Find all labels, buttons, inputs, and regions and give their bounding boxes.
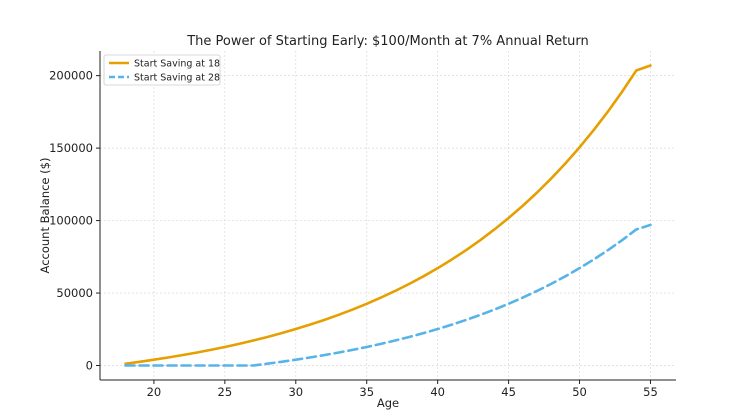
series-line-1: [124, 223, 652, 367]
series-lines: [124, 64, 652, 367]
axes: [96, 51, 676, 384]
legend-box: [103, 54, 221, 86]
chart-title: The Power of Starting Early: $100/Month …: [186, 34, 589, 49]
x-tick-label: 40: [430, 385, 445, 399]
tick-labels: 20 25 30 35 40 45 50 55 0 50000 100000 150000 200000: [49, 69, 658, 399]
legend: Start Saving at 18 Start Saving at 28: [103, 54, 221, 86]
x-tick-label: 45: [501, 385, 516, 399]
y-axis-title: Account Balance ($): [38, 158, 52, 274]
legend-label-start-18: Start Saving at 18: [134, 59, 220, 70]
y-tick-label: 200000: [49, 69, 93, 83]
legend-label-start-28: Start Saving at 28: [134, 73, 220, 84]
x-tick-label: 25: [218, 385, 233, 399]
y-tick-label: 0: [86, 359, 93, 373]
x-tick-label: 30: [288, 385, 303, 399]
x-tick-label: 20: [147, 385, 162, 399]
x-tick-label: 35: [359, 385, 374, 399]
x-axis-title: Age: [377, 396, 399, 410]
y-tick-label: 100000: [49, 214, 93, 228]
series-line-0: [124, 64, 652, 366]
x-tick-label: 55: [643, 385, 658, 399]
grid-lines: [100, 51, 676, 380]
x-tick-label: 50: [572, 385, 587, 399]
y-tick-label: 150000: [49, 141, 93, 155]
y-tick-label: 50000: [56, 286, 93, 300]
